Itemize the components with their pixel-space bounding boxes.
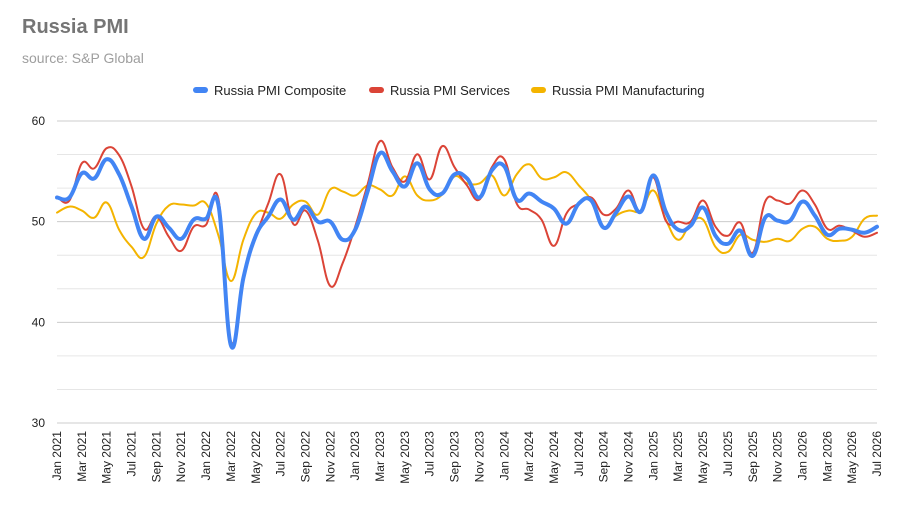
x-axis-ticks: Jan 2021 Mar 2021 May 2021 Jul 2021 Sep 2021… — [50, 431, 884, 484]
x-tick-label: Jul 2022 — [274, 431, 288, 477]
x-tick-label: Nov 2021 — [174, 431, 188, 483]
x-tick-label: Nov 2024 — [622, 431, 636, 483]
x-tick-label: May 2021 — [100, 431, 114, 484]
x-tick-label: Sep 2022 — [298, 431, 312, 483]
x-tick-label: Jan 2023 — [348, 431, 362, 481]
x-tick-label: Jul 2024 — [572, 431, 586, 477]
x-tick-label: Jul 2025 — [721, 431, 735, 477]
x-tick-label: May 2024 — [547, 431, 561, 484]
x-tick-label: Jan 2024 — [497, 431, 511, 481]
x-tick-label: Mar 2021 — [75, 431, 89, 482]
x-tick-label: Mar 2023 — [373, 431, 387, 482]
grid-lines — [57, 120, 877, 424]
x-tick-label: Sep 2021 — [149, 431, 163, 483]
x-tick-label: Jul 2021 — [125, 431, 139, 477]
legend-swatch — [531, 87, 546, 93]
y-tick-label: 50 — [32, 215, 46, 229]
y-axis-ticks: 30 40 50 60 — [32, 114, 46, 430]
y-tick-label: 60 — [32, 114, 46, 128]
y-tick-label: 40 — [32, 315, 46, 329]
x-tick-label: May 2022 — [249, 431, 263, 484]
x-tick-label: Mar 2025 — [671, 431, 685, 482]
x-tick-label: Jan 2021 — [50, 431, 64, 481]
legend-label: Russia PMI Services — [390, 83, 510, 98]
x-tick-label: Nov 2023 — [472, 431, 486, 483]
x-tick-label: Mar 2026 — [820, 431, 834, 482]
x-tick-label: Sep 2023 — [448, 431, 462, 483]
x-tick-label: Mar 2022 — [224, 431, 238, 482]
x-tick-label: Jan 2022 — [199, 431, 213, 481]
series-line-russia-pmi-services — [56, 139, 878, 345]
x-tick-label: Mar 2024 — [522, 431, 536, 482]
x-tick-label: Nov 2022 — [323, 431, 337, 483]
x-tick-label: Nov 2025 — [771, 431, 785, 483]
x-tick-label: May 2026 — [845, 431, 859, 484]
x-tick-label: Sep 2024 — [597, 431, 611, 483]
chart-title: Russia PMI — [22, 16, 129, 38]
series-lines — [55, 139, 879, 350]
legend-swatch — [193, 87, 208, 93]
x-tick-label: Jul 2026 — [870, 431, 884, 477]
chart-subtitle: source: S&P Global — [22, 50, 144, 66]
x-tick-label: Sep 2025 — [746, 431, 760, 483]
legend-label: Russia PMI Composite — [214, 83, 346, 98]
y-tick-label: 30 — [32, 416, 46, 430]
x-tick-label: Jan 2026 — [795, 431, 809, 481]
x-tick-label: Jul 2023 — [423, 431, 437, 477]
legend-swatch — [369, 87, 384, 93]
series-line-russia-pmi-composite — [55, 150, 879, 350]
x-tick-label: May 2023 — [398, 431, 412, 484]
series-line-russia-pmi-manufacturing — [56, 163, 878, 283]
legend-label: Russia PMI Manufacturing — [552, 83, 704, 98]
legend: Russia PMI Composite Russia PMI Services R… — [193, 83, 704, 98]
x-tick-label: May 2025 — [696, 431, 710, 484]
x-tick-label: Jan 2025 — [646, 431, 660, 481]
